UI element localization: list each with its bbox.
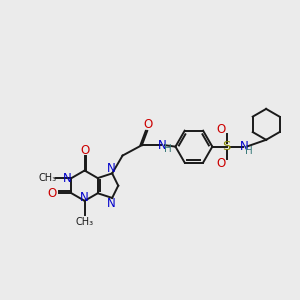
Text: N: N	[240, 140, 248, 153]
Text: O: O	[80, 144, 89, 157]
Text: CH₃: CH₃	[39, 173, 57, 183]
Text: N: N	[63, 172, 71, 184]
Text: H: H	[245, 146, 253, 155]
Text: CH₃: CH₃	[76, 217, 94, 226]
Text: O: O	[48, 187, 57, 200]
Text: H: H	[164, 144, 171, 154]
Text: O: O	[217, 157, 226, 170]
Text: S: S	[222, 140, 231, 153]
Text: O: O	[217, 123, 226, 136]
Text: N: N	[107, 197, 116, 210]
Text: O: O	[143, 118, 152, 131]
Text: N: N	[107, 162, 116, 175]
Text: N: N	[80, 191, 89, 204]
Text: N: N	[158, 139, 167, 152]
